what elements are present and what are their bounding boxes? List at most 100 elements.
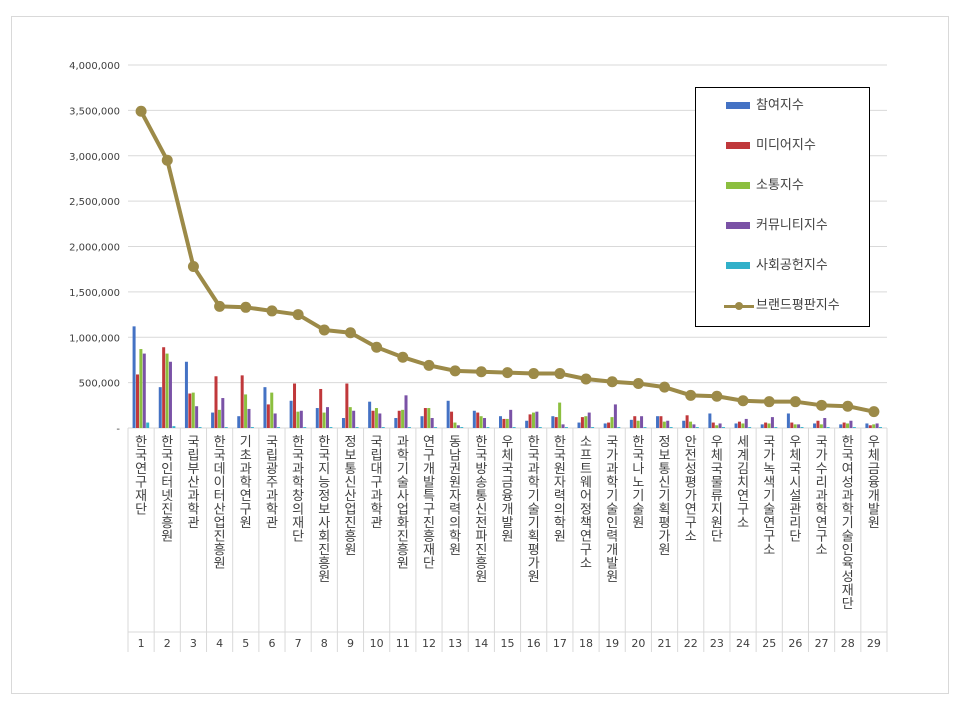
bar	[865, 423, 869, 428]
bar	[486, 427, 490, 428]
bar	[472, 410, 476, 428]
bar	[158, 387, 162, 428]
bar	[168, 361, 172, 428]
bar	[381, 427, 385, 428]
rank-label: 4	[216, 637, 223, 650]
bar	[682, 420, 686, 428]
y-tick-label: 2,500,000	[69, 197, 120, 208]
rank-label: 29	[867, 637, 881, 650]
line-point	[423, 359, 435, 371]
bar	[341, 418, 345, 428]
bar	[211, 412, 215, 428]
bar	[132, 326, 136, 428]
rank-label: 9	[347, 637, 354, 650]
bar	[721, 427, 725, 428]
bar-series	[132, 326, 883, 428]
legend-label: 커뮤니티지수	[756, 218, 828, 233]
bar	[270, 392, 274, 428]
line-point	[135, 105, 147, 117]
bar	[374, 408, 378, 428]
bar	[142, 353, 146, 428]
bar	[603, 423, 607, 428]
bar	[322, 412, 326, 428]
bar	[289, 400, 293, 428]
bar	[558, 402, 562, 428]
rank-label: 8	[321, 637, 328, 650]
rank-label: 20	[631, 637, 645, 650]
bar	[689, 421, 693, 428]
legend-label: 사회공헌지수	[756, 258, 828, 273]
rank-label: 7	[295, 637, 302, 650]
bar	[607, 422, 611, 428]
bar	[172, 426, 176, 428]
bar	[446, 400, 450, 428]
bar	[662, 421, 666, 428]
bar	[551, 416, 555, 428]
bar	[591, 427, 595, 428]
line-point	[737, 395, 749, 407]
bar	[368, 401, 372, 428]
line-point	[632, 378, 644, 390]
bar	[839, 424, 843, 428]
bar	[748, 427, 752, 428]
bar	[617, 427, 621, 428]
rank-label: 26	[788, 637, 802, 650]
legend-item: 사회공헌지수	[696, 256, 869, 276]
legend-label: 소통지수	[756, 178, 804, 193]
bar	[786, 413, 790, 428]
bar	[195, 406, 199, 428]
bar	[240, 375, 244, 428]
y-tick-label: 500,000	[79, 379, 120, 390]
bar	[718, 423, 722, 428]
bar	[165, 353, 169, 428]
line-point	[318, 324, 330, 336]
line-point	[502, 367, 513, 379]
legend-item: 커뮤니티지수	[696, 216, 869, 236]
line-point	[711, 390, 723, 402]
bar	[535, 411, 539, 428]
line-point	[292, 309, 304, 321]
bar	[538, 427, 542, 428]
bar	[319, 388, 323, 428]
line-point	[868, 406, 880, 418]
rank-label: 23	[710, 637, 724, 650]
bar	[407, 427, 411, 428]
bar	[293, 383, 297, 428]
line-point	[842, 400, 854, 412]
bar	[636, 420, 640, 428]
bar	[345, 383, 349, 428]
legend: 참여지수 미디어지수 소통지수 커뮤니티지수 사회공헌지수 브랜드평판지수	[695, 87, 870, 327]
bar	[135, 374, 139, 428]
bar	[505, 418, 509, 428]
bar	[277, 427, 281, 428]
bar	[263, 387, 267, 428]
rank-label: 17	[553, 637, 567, 650]
line-point	[449, 365, 461, 377]
rank-label: 14	[474, 637, 488, 650]
line-point	[685, 389, 697, 401]
bar	[879, 427, 883, 428]
bar	[790, 422, 794, 428]
bar	[715, 425, 719, 428]
bar	[299, 410, 303, 428]
line-point	[187, 260, 199, 272]
line-point	[763, 396, 775, 408]
bar	[476, 412, 480, 428]
rank-label: 11	[396, 637, 410, 650]
bar	[214, 376, 218, 428]
bar	[564, 427, 568, 428]
bar	[823, 418, 827, 428]
line-point	[214, 300, 226, 312]
rank-label: 1	[138, 637, 145, 650]
bar	[139, 349, 143, 428]
